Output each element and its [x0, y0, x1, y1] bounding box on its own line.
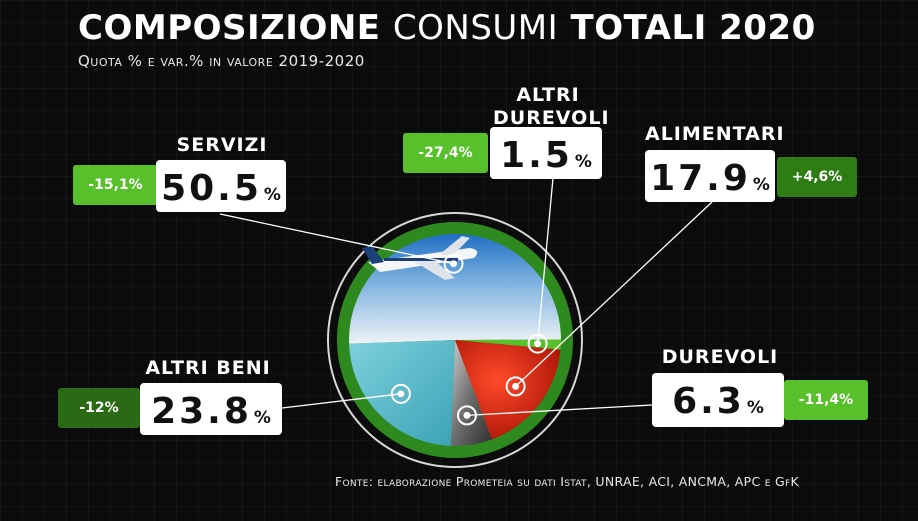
change-altri-beni: -12% [58, 388, 140, 428]
label-altri-durevoli-text: ALTRI DUREVOLI [493, 84, 610, 129]
value-box-alimentari: 17.9% [645, 150, 775, 202]
slice-marker-dot [512, 382, 520, 390]
value-durevoli: 6.3 [672, 381, 745, 422]
slice-marker-ring [390, 383, 411, 404]
title-part-1: COMPOSIZIONE [78, 8, 381, 48]
label-altri-durevoli: ALTRI DUREVOLI [488, 84, 610, 130]
slice-marker-dot [463, 411, 471, 419]
label-alimentari: ALIMENTARI [645, 123, 785, 145]
slice-marker-ring [456, 405, 477, 426]
label-durevoli: DUREVOLI [661, 346, 779, 368]
airplane-icon [362, 236, 478, 280]
pct-unit: % [752, 175, 770, 195]
pct-unit: % [746, 398, 764, 418]
pie-slice-durevoli [450, 340, 492, 447]
value-altri-beni: 23.8 [151, 391, 252, 432]
slice-marker-dot [534, 340, 542, 348]
title-part-2: CONSUMI [392, 8, 559, 48]
change-durevoli: -11,4% [784, 380, 868, 420]
pie-outer-ring [327, 212, 583, 468]
slice-marker-ring [443, 253, 464, 274]
value-servizi: 50.5 [161, 168, 262, 209]
label-altri-beni: ALTRI BENI [145, 357, 271, 379]
slice-marker-ring [505, 376, 526, 397]
pie-slices [348, 233, 561, 447]
pct-unit: % [574, 152, 592, 172]
chart-subtitle: Quota % e var.% in valore 2019-2020 [78, 52, 365, 70]
leader-line-altri-beni [281, 393, 401, 409]
change-servizi: -15,1% [73, 165, 158, 205]
slice-marker-dot [397, 390, 405, 398]
pct-unit: % [263, 185, 281, 205]
change-altri-durevoli: -27,4% [403, 133, 488, 173]
chart-title: COMPOSIZIONE CONSUMI TOTALI 2020 [78, 8, 816, 48]
value-altri-durevoli: 1.5 [500, 135, 573, 176]
pct-unit: % [253, 408, 271, 428]
change-alimentari: +4,6% [777, 157, 857, 197]
value-box-servizi: 50.5% [156, 160, 286, 212]
source-note: Fonte: elaborazione Prometeia su dati Is… [335, 474, 799, 489]
leader-line-durevoli [466, 404, 653, 417]
leader-line-altri-durevoli [536, 177, 554, 344]
slice-marker-dot [450, 260, 458, 268]
leader-line-alimentari [515, 201, 713, 387]
slice-marker-ring [527, 333, 548, 354]
value-box-altri-durevoli: 1.5% [490, 127, 602, 179]
title-part-3: TOTALI 2020 [570, 8, 816, 48]
leader-line-servizi [219, 213, 454, 265]
value-box-altri-beni: 23.8% [140, 383, 282, 435]
label-servizi: SERVIZI [176, 134, 268, 156]
leader-lines [219, 177, 713, 426]
value-box-durevoli: 6.3% [652, 373, 784, 427]
value-alimentari: 17.9 [650, 158, 751, 199]
